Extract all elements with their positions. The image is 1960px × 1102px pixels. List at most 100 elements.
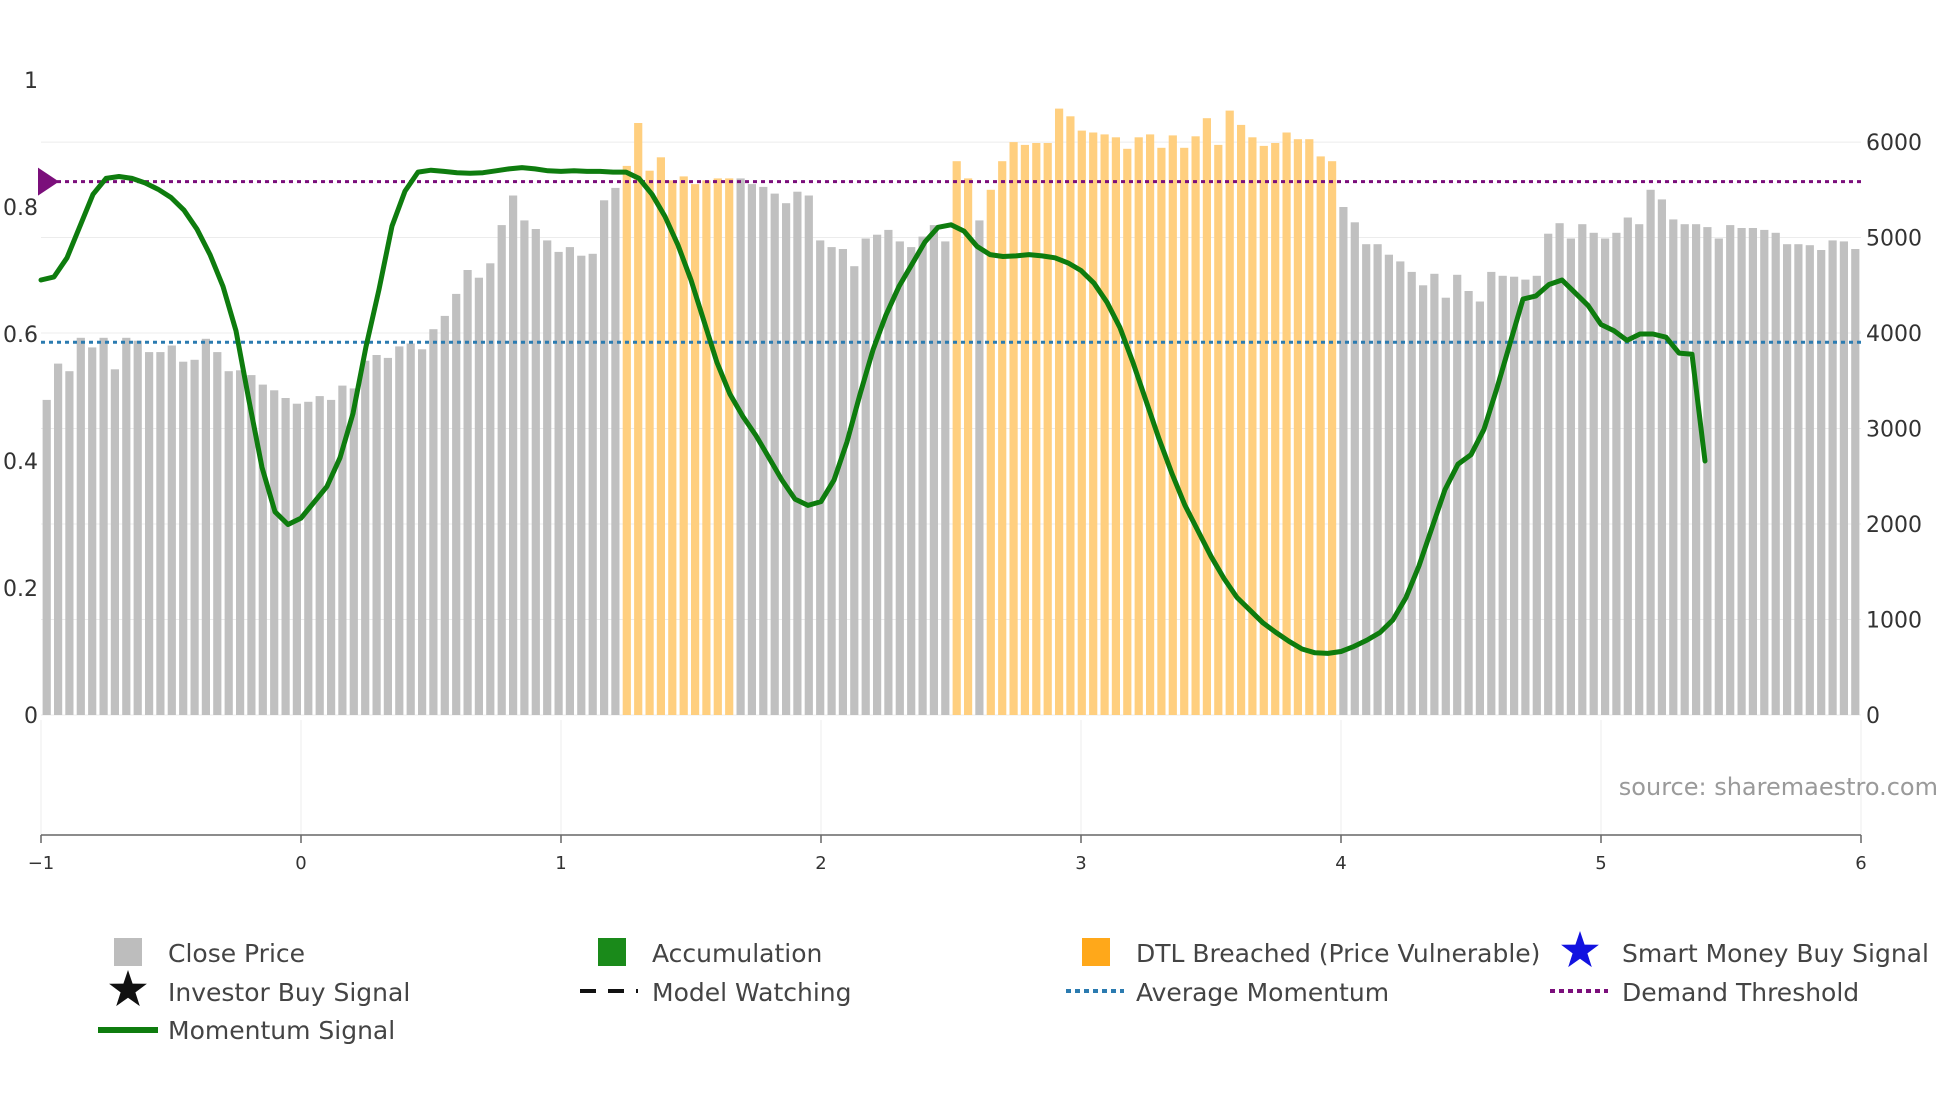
close-price-bar [281, 398, 290, 715]
close-price-bar [1771, 232, 1780, 716]
breached-bar [1032, 143, 1041, 715]
breached-bar [645, 170, 654, 715]
close-price-bar [361, 360, 370, 715]
breached-bar [622, 165, 631, 715]
close-price-bar [1646, 189, 1655, 716]
close-price-bar [486, 263, 495, 715]
close-price-bar [1703, 227, 1712, 715]
close-price-bar [793, 191, 802, 715]
legend-item-accumulation[interactable]: Accumulation [598, 938, 822, 968]
y-left-tick-label: 0.8 [3, 196, 38, 221]
y-right-tick-label: 6000 [1866, 131, 1922, 156]
close-price-bar [850, 266, 859, 715]
close-price-bar [304, 401, 313, 715]
breached-bar [656, 157, 665, 716]
close-price-swatch [114, 938, 142, 966]
close-price-bar [861, 238, 870, 715]
demand-threshold-marker [38, 167, 59, 196]
close-price-bar [554, 251, 563, 715]
close-price-bar [1544, 233, 1553, 715]
close-price-bar [543, 240, 552, 715]
legend-item-dtl-breached[interactable]: DTL Breached (Price Vulnerable) [1082, 938, 1540, 968]
close-price-bar [1339, 207, 1348, 715]
close-price-bar [1566, 238, 1575, 715]
breached-bar [1066, 116, 1075, 716]
close-price-bar [497, 225, 506, 715]
close-price-bar [1532, 275, 1541, 715]
close-price-bar [1635, 224, 1644, 715]
close-price-bar [1521, 279, 1530, 715]
close-price-bar [247, 375, 256, 715]
close-price-bar [1407, 271, 1416, 715]
close-price-bar [1464, 291, 1473, 715]
breached-bar [725, 178, 734, 715]
close-price-bar [440, 315, 449, 715]
investor-star-icon [109, 970, 147, 1007]
close-price-bar [1760, 229, 1769, 715]
close-price-bar [1669, 219, 1678, 715]
axes [40, 834, 1862, 843]
breached-bar [1282, 132, 1291, 715]
y-right-tick-label: 4000 [1866, 322, 1922, 347]
close-price-bar [327, 399, 336, 715]
close-price-bar [213, 352, 222, 715]
breached-bar [1293, 139, 1302, 715]
close-price-bar [1384, 254, 1393, 715]
close-price-bar [588, 253, 597, 716]
close-price-bar [167, 345, 176, 715]
close-price-bar [349, 388, 358, 715]
close-price-bar [1783, 244, 1792, 715]
close-price-bar [99, 337, 108, 715]
close-price-bar [122, 337, 131, 715]
x-tick-label: 6 [1855, 853, 1866, 874]
close-price-bar [611, 187, 620, 715]
close-price-bar [201, 338, 210, 715]
close-price-bar [1430, 273, 1439, 715]
close-price-bar [782, 203, 791, 715]
legend-label-momentum-signal: Momentum Signal [168, 1016, 395, 1045]
smart-money-star-icon [1561, 931, 1599, 968]
momentum-signal-layer [38, 165, 1708, 656]
legend-item-average-momentum[interactable]: Average Momentum [1066, 978, 1389, 1007]
breached-bar [1123, 148, 1132, 716]
breached-bar [1305, 139, 1314, 715]
legend-item-model-watching[interactable]: Model Watching [580, 978, 852, 1007]
close-price-bar [224, 371, 233, 715]
close-price-bar [884, 229, 893, 715]
legend-item-smart-money[interactable]: Smart Money Buy Signal [1561, 931, 1929, 968]
close-price-bar [406, 343, 415, 715]
close-price-bar [838, 249, 847, 715]
close-price-bar [463, 270, 472, 715]
legend-item-momentum-signal[interactable]: Momentum Signal [98, 1016, 395, 1045]
close-price-bar [577, 255, 586, 715]
close-price-bar [1623, 217, 1632, 715]
close-price-bar [429, 329, 438, 715]
legend-item-close-price[interactable]: Close Price [114, 938, 305, 968]
close-price-bar [1373, 244, 1382, 715]
breached-bar [1089, 132, 1098, 715]
close-price-bar [110, 369, 119, 715]
close-price-bar [452, 293, 461, 715]
breached-bar [1237, 124, 1246, 715]
close-price-bar [1589, 232, 1598, 716]
close-price-bar [372, 355, 381, 715]
breached-bar [1191, 136, 1200, 716]
breached-bar [1134, 137, 1143, 716]
legend-item-demand-threshold[interactable]: Demand Threshold [1550, 978, 1859, 1007]
close-price-bar [395, 346, 404, 715]
legend-label-demand-threshold: Demand Threshold [1622, 978, 1859, 1007]
close-price-bar [145, 352, 154, 715]
y-right-tick-label: 5000 [1866, 227, 1922, 252]
close-price-bar [929, 225, 938, 715]
y-left-tick-label: 0 [24, 704, 38, 729]
close-price-bar [270, 390, 279, 715]
close-price-bar [474, 277, 483, 715]
close-price-bar [1851, 249, 1860, 715]
legend-item-investor-buy[interactable]: Investor Buy Signal [109, 970, 410, 1007]
close-price-bar [156, 352, 165, 715]
close-price-bar [1396, 261, 1405, 715]
breached-bar [1259, 145, 1268, 715]
close-price-bar [190, 359, 199, 715]
breached-bar [1214, 144, 1223, 715]
